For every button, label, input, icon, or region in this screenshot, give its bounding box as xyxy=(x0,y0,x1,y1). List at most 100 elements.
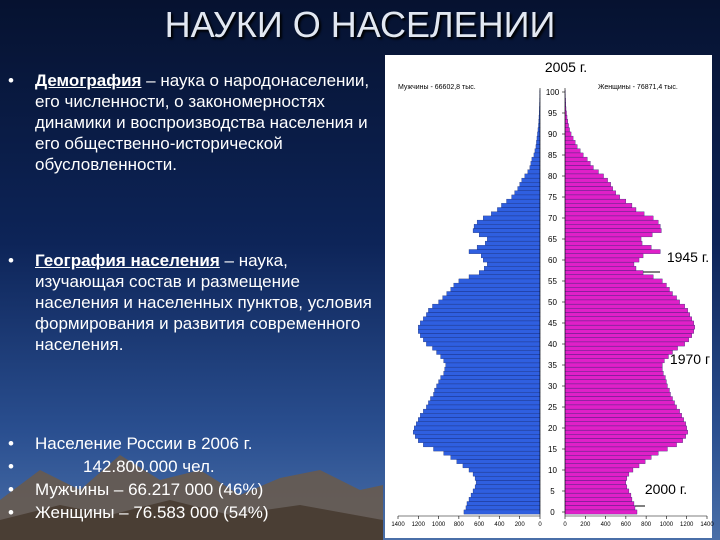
bar xyxy=(564,337,689,343)
bar xyxy=(491,211,541,217)
bar xyxy=(564,312,690,317)
bar xyxy=(564,446,668,452)
bar xyxy=(564,379,667,385)
bar xyxy=(423,408,541,414)
bar xyxy=(436,383,541,389)
bar xyxy=(474,476,541,481)
bar xyxy=(564,211,645,217)
bar xyxy=(564,152,584,158)
bar xyxy=(519,182,541,187)
bar xyxy=(443,358,541,364)
bar xyxy=(462,463,541,469)
bar xyxy=(465,505,541,511)
bar xyxy=(564,203,633,208)
definition: – наука о народонаселении, его численнос… xyxy=(35,71,370,174)
bar xyxy=(564,161,591,166)
bar xyxy=(430,396,541,401)
bar xyxy=(501,203,541,208)
bar xyxy=(564,358,665,364)
bar xyxy=(564,127,570,133)
bar xyxy=(433,446,541,452)
bar xyxy=(564,123,569,128)
bar xyxy=(564,488,630,494)
bullet: География населения – наука, изучающая с… xyxy=(8,250,378,355)
bar xyxy=(564,261,635,267)
bar xyxy=(564,366,663,372)
bar xyxy=(450,455,541,460)
bar xyxy=(564,215,654,221)
fact: Население России в 2006 г. xyxy=(8,432,378,455)
bar xyxy=(564,249,661,254)
x-tick-label: 1200 xyxy=(412,522,426,528)
fact: Женщины – 76.583 000 (54%) xyxy=(8,501,378,524)
age-label: 75 xyxy=(548,193,557,202)
bar xyxy=(487,261,541,267)
bar xyxy=(436,350,541,355)
bar xyxy=(434,387,541,393)
bar xyxy=(564,501,635,506)
bar xyxy=(456,459,541,464)
bar xyxy=(564,287,670,292)
bar xyxy=(433,392,541,397)
bar xyxy=(564,375,666,380)
bar xyxy=(564,404,677,410)
bar xyxy=(443,371,541,376)
bar xyxy=(564,484,628,490)
x-tick-label: 400 xyxy=(494,522,505,528)
bar xyxy=(564,455,652,460)
bar xyxy=(420,413,541,418)
x-tick-label: 1000 xyxy=(432,522,446,528)
bar xyxy=(564,476,628,481)
bar xyxy=(564,135,574,141)
x-tick-label: 1200 xyxy=(680,522,694,528)
bar xyxy=(564,450,659,456)
bar xyxy=(564,413,682,418)
bar xyxy=(564,274,654,280)
x-tick-label: 1400 xyxy=(700,522,714,528)
age-label: 95 xyxy=(548,109,557,118)
bar xyxy=(497,207,541,212)
bar xyxy=(428,308,541,313)
bar xyxy=(517,186,541,191)
bar xyxy=(453,282,541,288)
x-tick-label: 200 xyxy=(515,522,526,528)
bar xyxy=(483,257,541,263)
bar xyxy=(564,131,572,137)
bar xyxy=(458,278,541,284)
bar xyxy=(564,228,662,233)
bar xyxy=(564,240,643,246)
bar xyxy=(478,232,541,238)
bar xyxy=(529,165,541,170)
facts-list: Население России в 2006 г. 142.800.000 ч… xyxy=(8,432,378,524)
bar xyxy=(564,257,640,263)
bar xyxy=(432,345,541,351)
bar xyxy=(564,333,692,338)
bar xyxy=(463,509,541,515)
slide-title: НАУКИ О НАСЕЛЕНИИ xyxy=(164,4,556,45)
bar xyxy=(564,400,675,406)
bar xyxy=(428,400,541,406)
bar xyxy=(474,484,541,490)
bar xyxy=(564,148,581,154)
bar xyxy=(442,295,541,301)
bar xyxy=(415,434,541,439)
x-tick-label: 0 xyxy=(563,522,567,528)
bar xyxy=(536,140,541,145)
bar xyxy=(418,324,541,330)
bar xyxy=(426,341,541,347)
legend-entry: Мужчины - 66602,8 тыс. xyxy=(398,84,476,91)
fact: Мужчины – 66.217 000 (46%) xyxy=(8,478,378,501)
bar xyxy=(481,253,541,259)
bar xyxy=(468,467,541,473)
bar xyxy=(472,471,541,477)
age-label: 65 xyxy=(548,235,557,244)
bar xyxy=(530,161,541,166)
bar xyxy=(537,127,541,133)
age-label: 30 xyxy=(548,382,557,391)
bar xyxy=(564,186,613,191)
bar xyxy=(564,224,661,229)
chart-title: 2005 г. xyxy=(545,59,587,75)
bar xyxy=(423,316,541,322)
bar xyxy=(564,438,683,443)
